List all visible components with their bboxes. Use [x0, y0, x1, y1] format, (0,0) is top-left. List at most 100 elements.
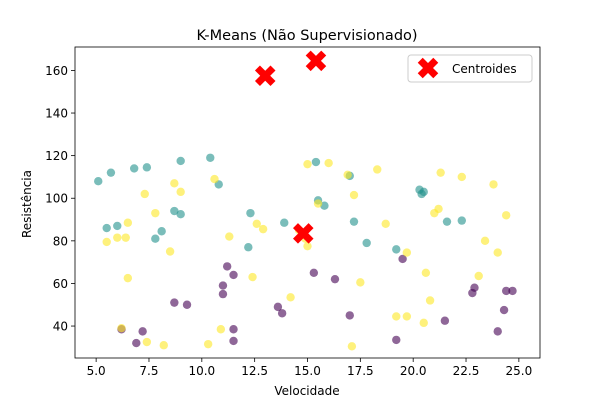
data-point — [457, 172, 466, 182]
y-tick-label: 120 — [45, 149, 68, 163]
data-point — [345, 311, 354, 320]
data-point — [225, 232, 234, 241]
data-point — [501, 211, 511, 220]
data-point — [419, 318, 428, 328]
y-axis-title: Resistência — [20, 170, 34, 238]
plot-points — [94, 153, 517, 351]
data-point — [176, 210, 185, 219]
x-axis-ticks: 5.0 7.5 10.0 12.5 15.0 17.5 20.0 22.5 25.0 — [87, 358, 532, 378]
data-point — [392, 335, 401, 345]
centroid-marker — [293, 223, 314, 244]
data-point — [392, 312, 401, 321]
data-point — [324, 158, 333, 168]
data-point — [203, 339, 213, 349]
data-point — [258, 224, 268, 234]
data-point — [218, 289, 228, 299]
legend-centroid-marker — [417, 57, 439, 79]
x-axis-title: Velocidade — [274, 384, 339, 398]
x-tick-label: 10.0 — [188, 364, 215, 378]
data-point — [286, 293, 295, 302]
data-point — [123, 218, 133, 227]
x-tick-label: 22.5 — [453, 364, 480, 378]
x-tick-label: 15.0 — [294, 364, 321, 378]
data-point — [229, 325, 238, 334]
data-point — [303, 159, 312, 169]
data-point — [442, 217, 452, 226]
data-point — [508, 286, 517, 296]
data-point — [102, 223, 111, 233]
data-point — [273, 302, 283, 312]
data-point — [402, 312, 412, 321]
data-point — [222, 262, 232, 271]
data-point — [159, 341, 168, 350]
data-point — [229, 270, 238, 280]
legend: Centroides — [407, 54, 533, 83]
chart-title: K-Means (Não Supervisionado) — [196, 28, 417, 44]
data-point — [170, 206, 179, 216]
data-point — [489, 180, 498, 189]
data-point — [362, 238, 371, 248]
data-point — [457, 216, 466, 225]
data-point — [356, 278, 365, 287]
data-point — [157, 227, 166, 236]
data-point — [132, 338, 141, 348]
data-point — [246, 208, 255, 218]
data-point — [176, 156, 185, 166]
legend-entry-centroides: Centroides — [452, 62, 517, 76]
x-tick-label: 20.0 — [400, 364, 427, 378]
plot-frame — [74, 46, 541, 359]
data-point — [151, 208, 160, 218]
data-point — [248, 272, 257, 282]
centroid-marks — [254, 50, 327, 244]
y-tick-label: 140 — [45, 107, 68, 121]
data-point — [470, 283, 479, 292]
data-point — [499, 305, 509, 315]
data-point — [182, 300, 192, 309]
data-point — [277, 309, 287, 318]
data-point — [106, 168, 116, 177]
data-point — [117, 323, 126, 333]
data-point — [311, 157, 321, 167]
data-point — [113, 221, 122, 231]
centroid-marker — [254, 65, 276, 87]
data-point — [138, 327, 147, 336]
data-point — [330, 274, 340, 284]
data-point — [210, 174, 219, 184]
data-point — [313, 199, 323, 208]
y-tick-label: 60 — [53, 277, 68, 291]
y-tick-label: 80 — [53, 234, 68, 248]
data-point — [501, 286, 511, 296]
data-point — [493, 248, 502, 257]
data-point — [381, 219, 390, 229]
data-point — [419, 187, 428, 197]
data-point — [244, 243, 253, 252]
data-point — [398, 254, 407, 264]
y-tick-label: 160 — [45, 64, 68, 78]
data-point — [434, 204, 443, 214]
centroid-marker — [305, 50, 327, 72]
legend-centroid-x — [417, 57, 439, 79]
data-point — [216, 325, 226, 334]
data-point — [176, 187, 185, 197]
data-point — [320, 201, 329, 210]
data-point — [373, 165, 382, 174]
data-point — [309, 268, 319, 277]
data-point — [129, 164, 139, 173]
data-point — [349, 217, 359, 226]
data-point — [165, 247, 175, 256]
data-point — [303, 241, 312, 251]
data-point — [121, 233, 130, 242]
data-point — [280, 218, 289, 227]
x-tick-label: 12.5 — [241, 364, 268, 378]
data-point — [142, 163, 152, 172]
data-point — [140, 189, 149, 199]
x-tick-label: 5.0 — [87, 364, 106, 378]
data-point — [170, 179, 179, 188]
y-tick-label: 100 — [45, 192, 68, 206]
data-point — [218, 281, 228, 290]
data-point — [206, 153, 215, 162]
data-point — [347, 342, 357, 351]
data-point — [421, 268, 431, 277]
data-point — [102, 237, 111, 247]
